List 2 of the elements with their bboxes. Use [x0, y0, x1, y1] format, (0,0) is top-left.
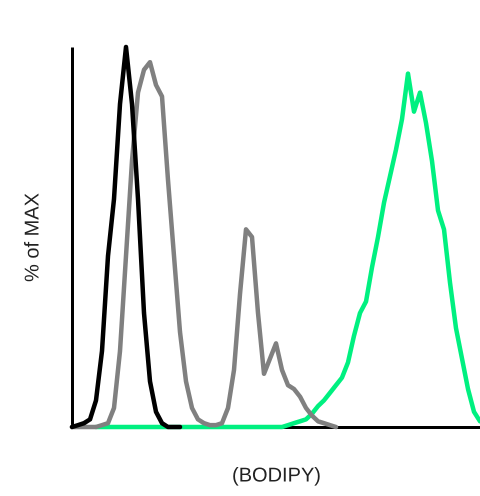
- y-axis-title: % of MAX: [22, 193, 44, 282]
- x-axis-title: (BODIPY): [232, 464, 321, 486]
